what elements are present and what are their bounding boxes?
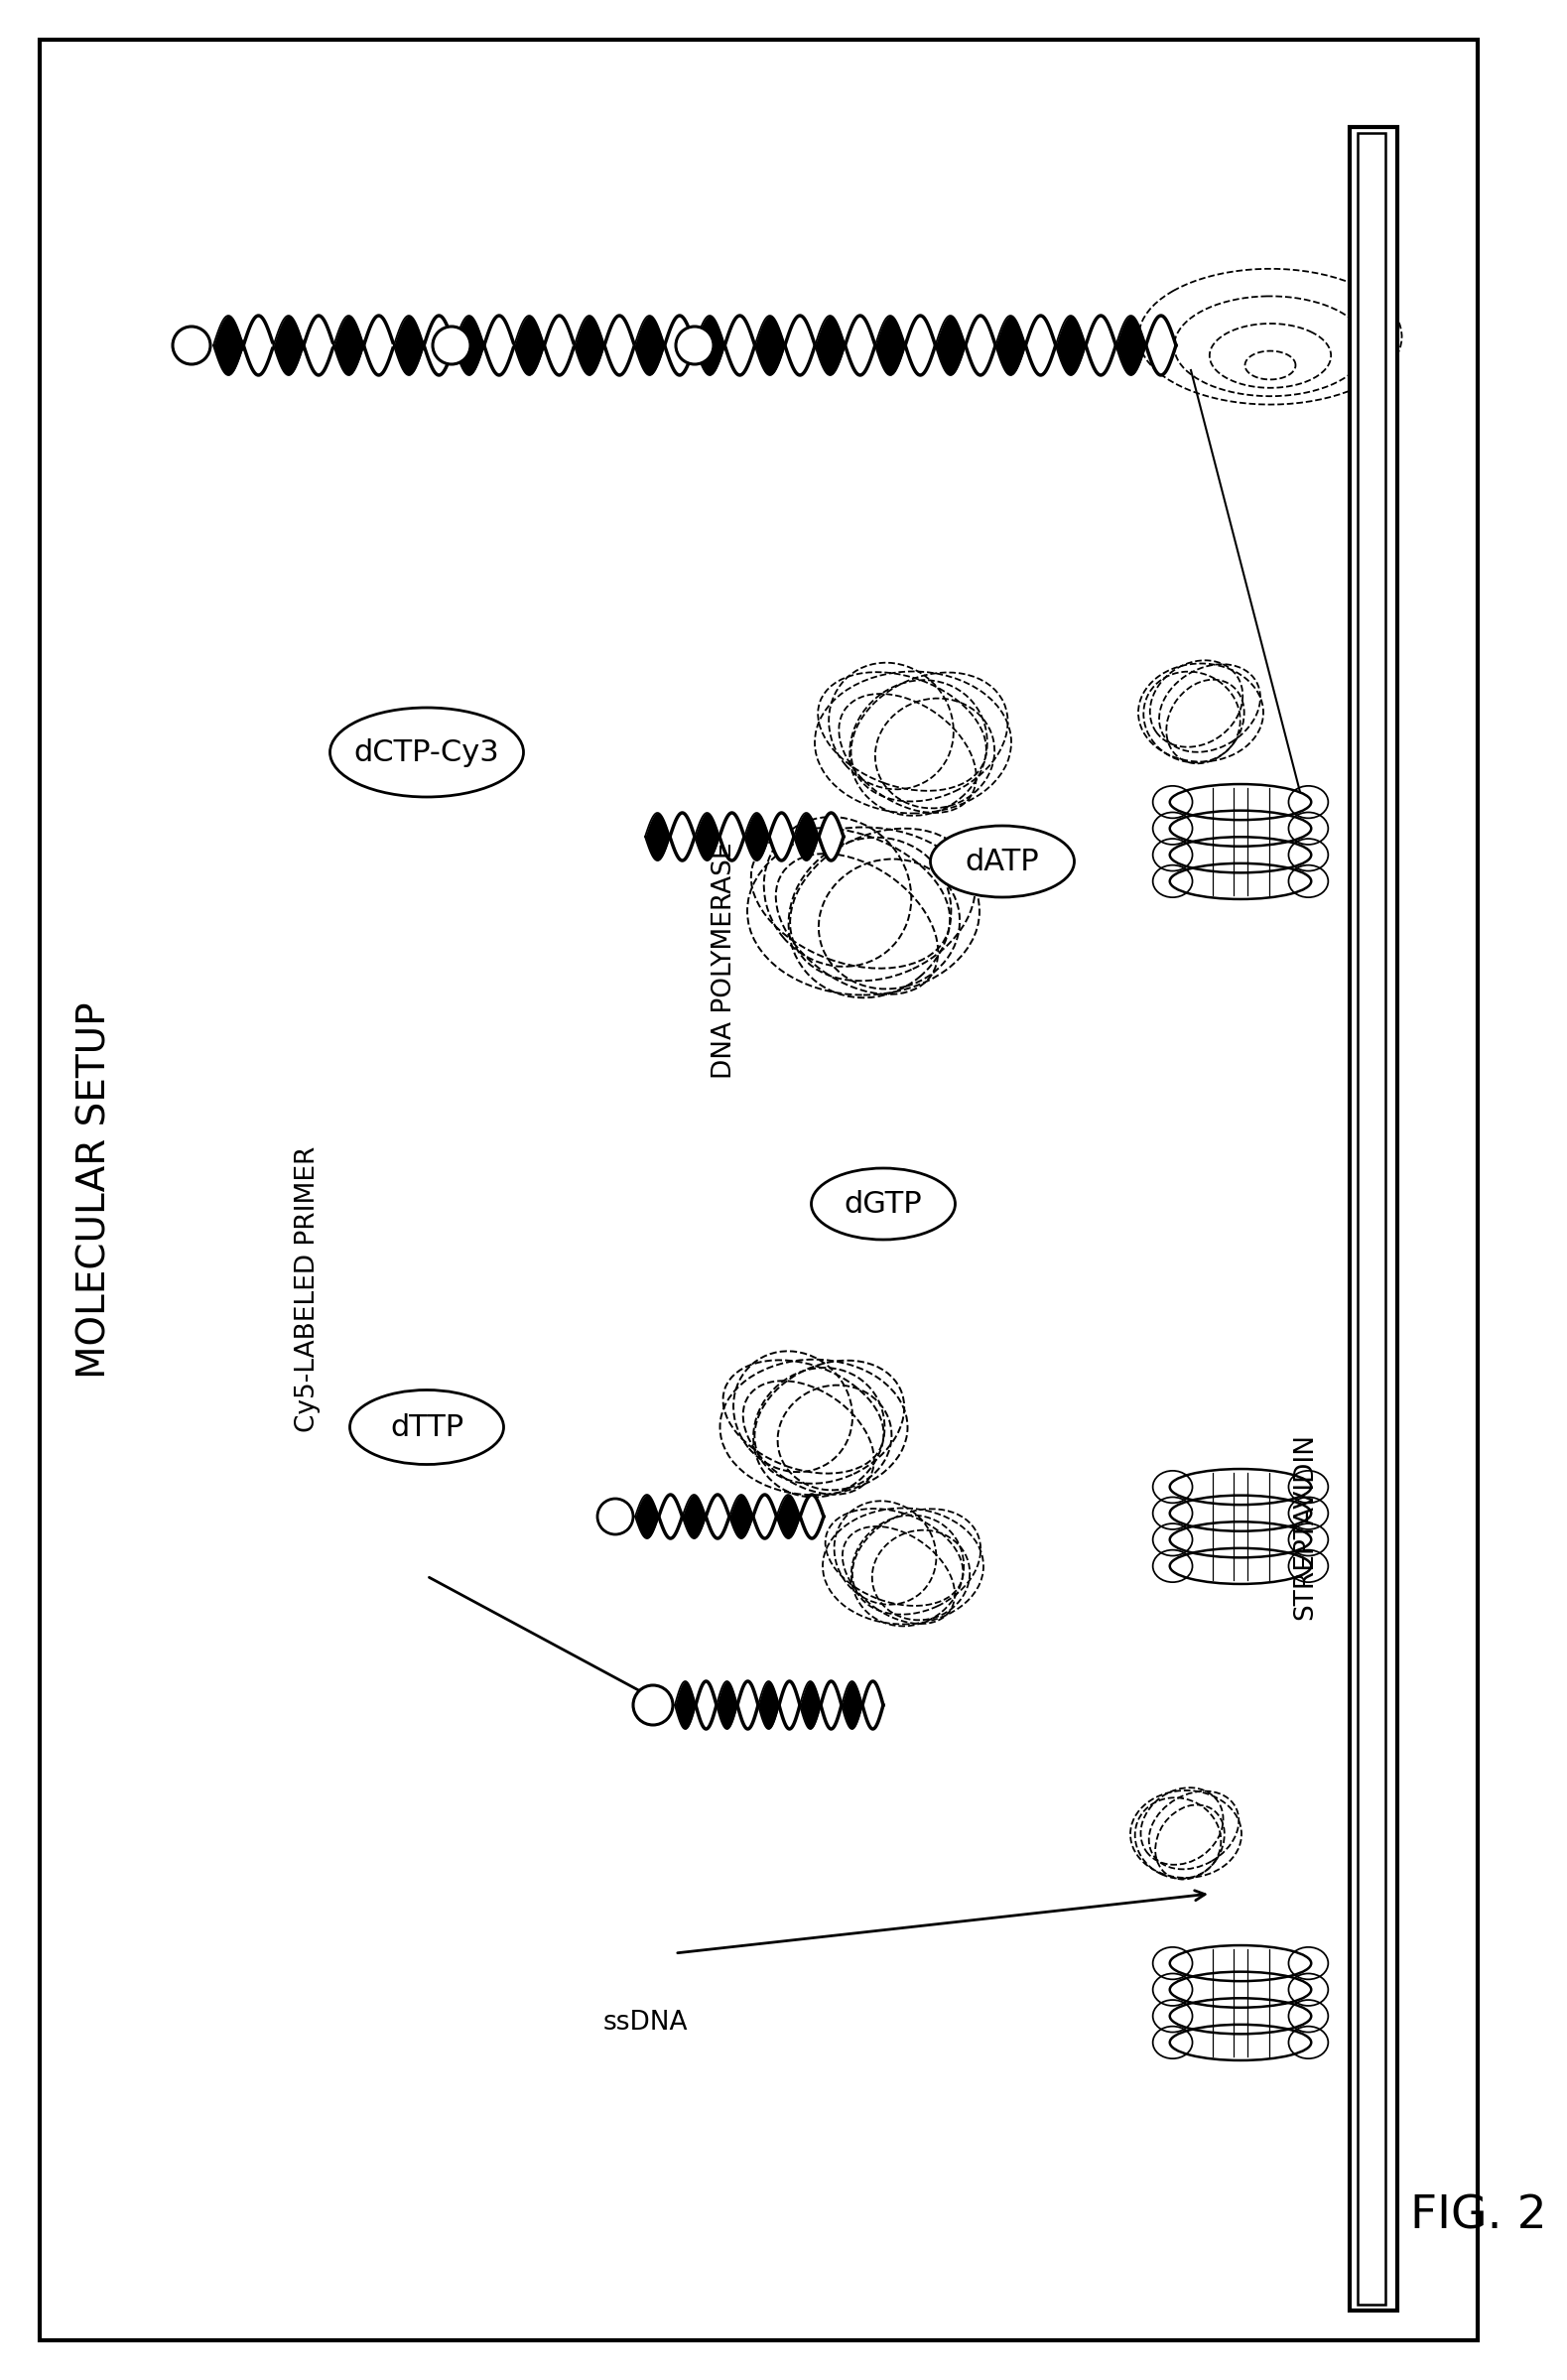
Circle shape <box>172 326 210 364</box>
Ellipse shape <box>331 707 523 797</box>
Text: dGTP: dGTP <box>845 1190 923 1219</box>
Text: STREPTAVIDIN: STREPTAVIDIN <box>1293 1433 1318 1621</box>
Text: dCTP-Cy3: dCTP-Cy3 <box>354 738 500 766</box>
Circle shape <box>675 326 713 364</box>
Text: dATP: dATP <box>965 847 1039 876</box>
Circle shape <box>633 1685 672 1726</box>
Text: FIG. 2: FIG. 2 <box>1410 2194 1547 2240</box>
Circle shape <box>362 735 393 769</box>
Text: ssDNA: ssDNA <box>603 2009 688 2035</box>
Text: dTTP: dTTP <box>390 1414 464 1442</box>
Circle shape <box>597 1499 633 1535</box>
Text: Cy5-LABELED PRIMER: Cy5-LABELED PRIMER <box>295 1147 321 1433</box>
Text: DNA POLYMERASE: DNA POLYMERASE <box>711 843 738 1078</box>
Bar <box>1349 126 1398 2311</box>
Circle shape <box>432 326 470 364</box>
Text: MOLECULAR SETUP: MOLECULAR SETUP <box>75 1002 113 1378</box>
Ellipse shape <box>349 1390 503 1464</box>
Ellipse shape <box>812 1169 956 1240</box>
Bar <box>1357 133 1385 2304</box>
Ellipse shape <box>931 826 1075 897</box>
